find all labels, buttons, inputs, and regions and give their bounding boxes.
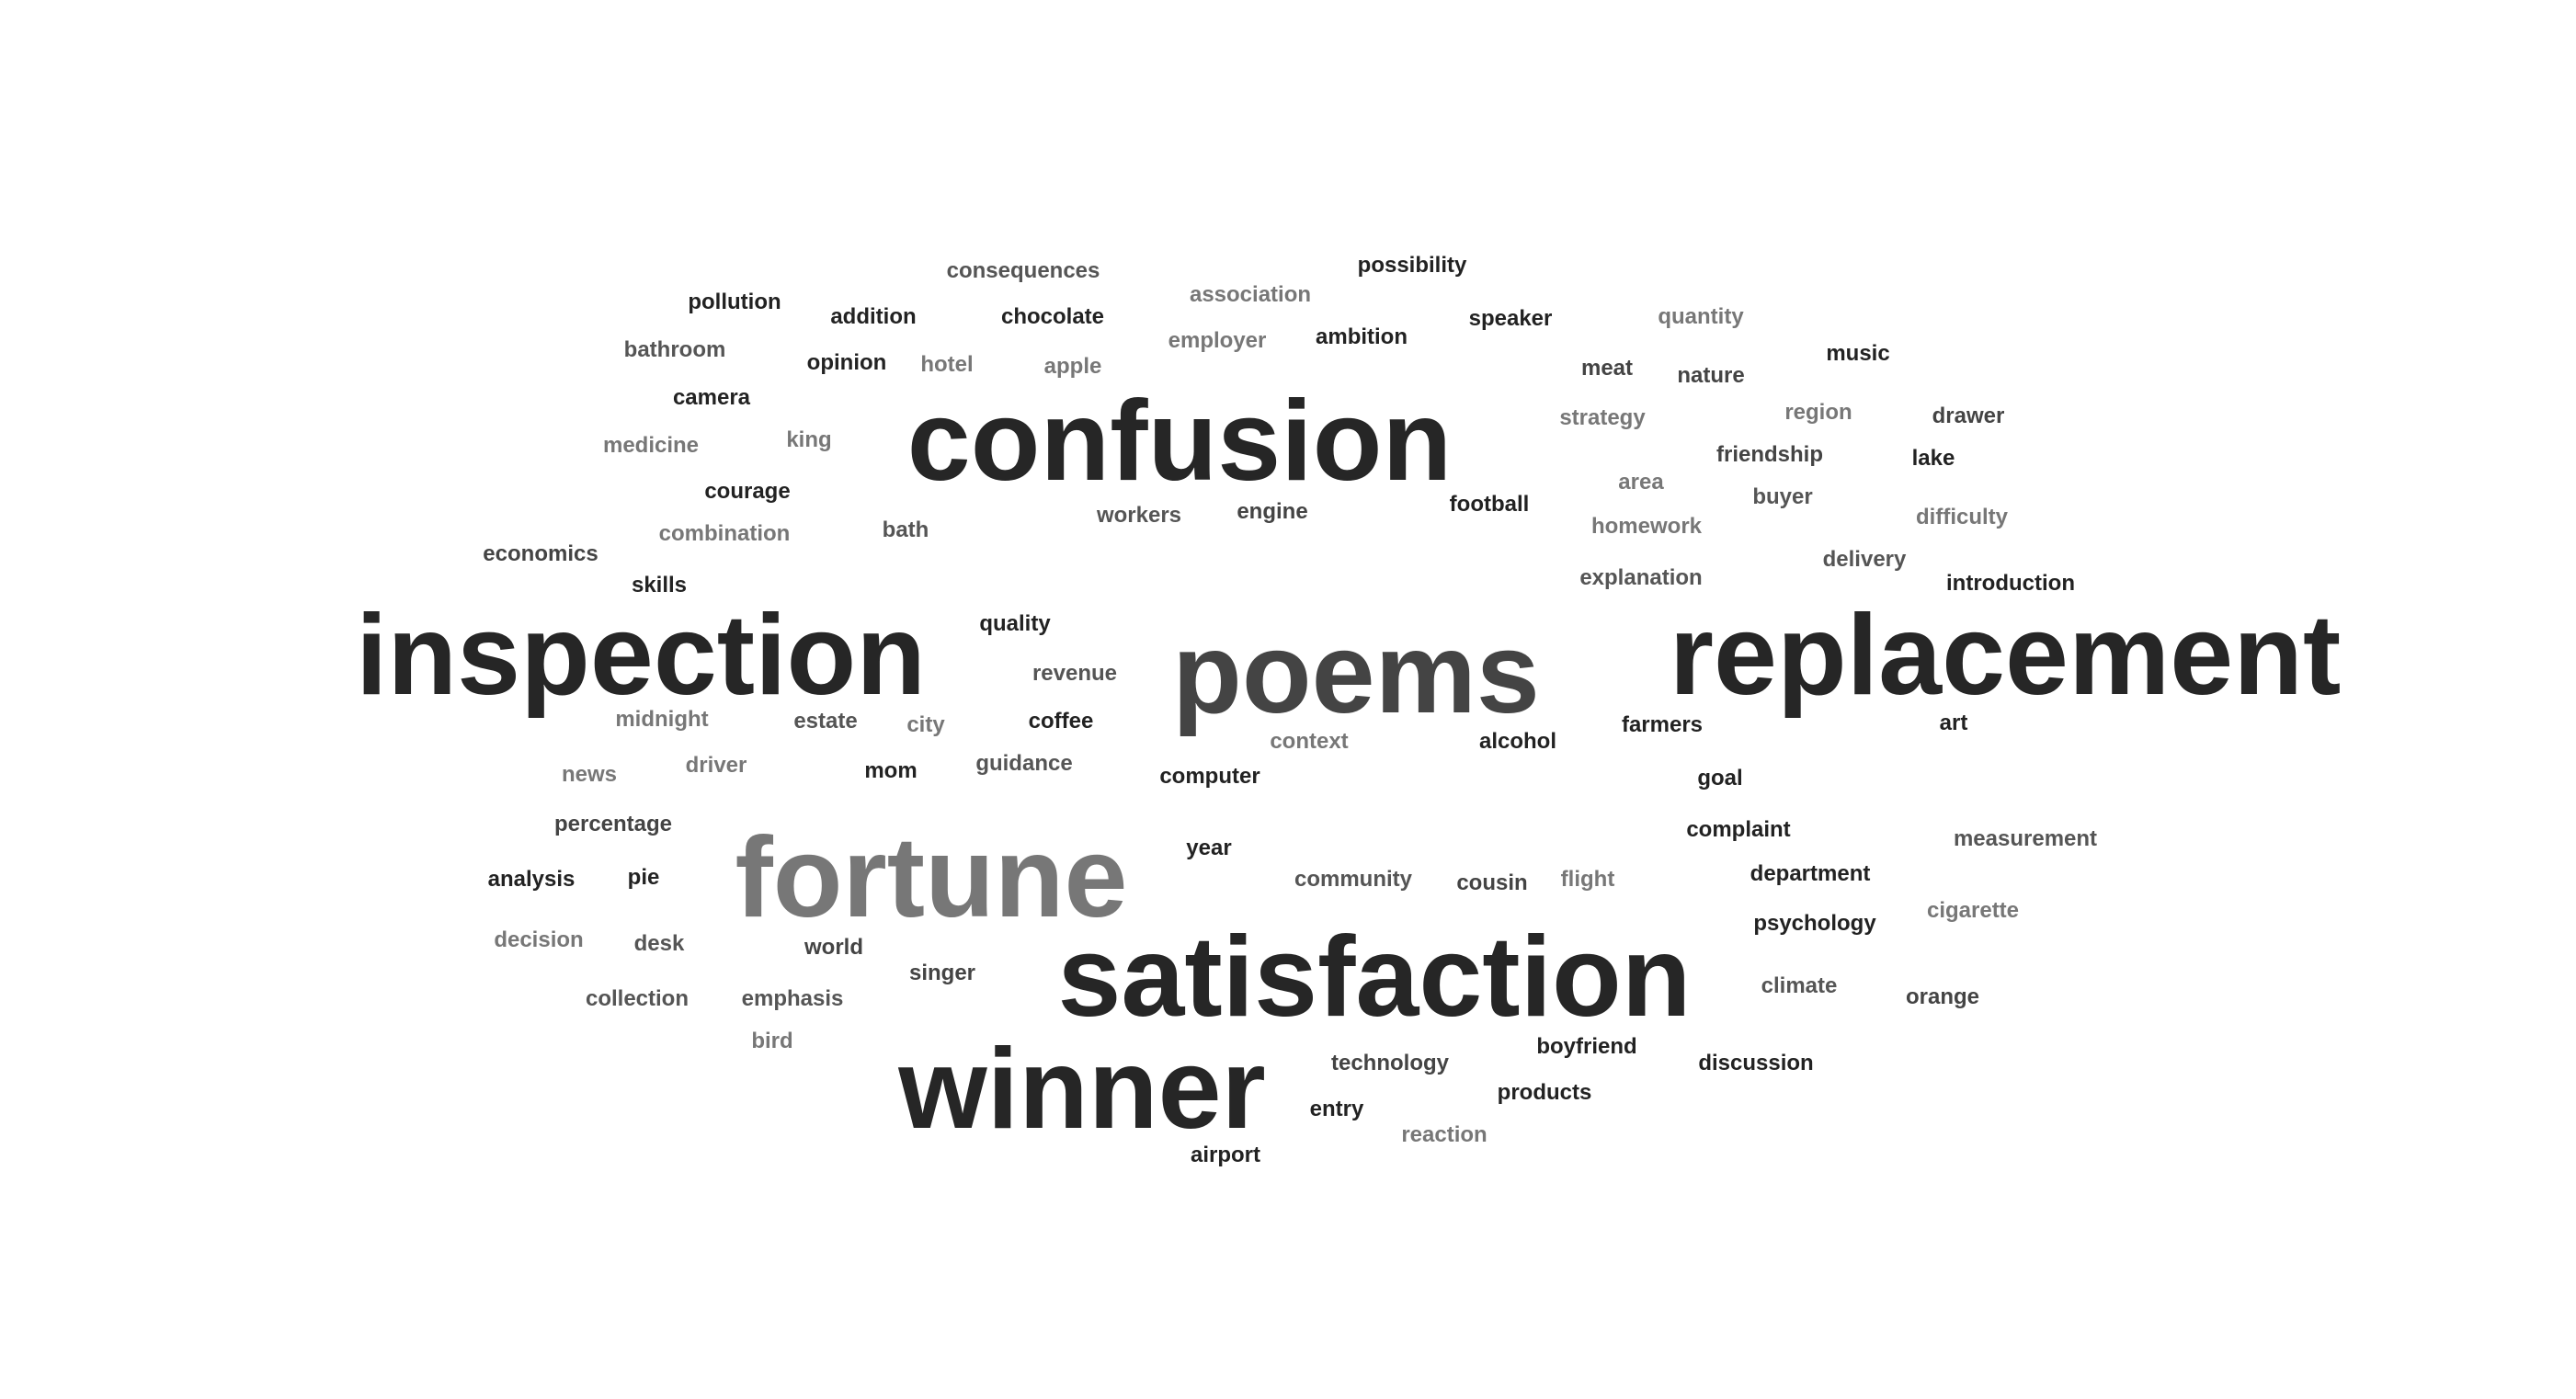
cloud-word-replacement: replacement	[1669, 592, 2342, 719]
cloud-word-fortune: fortune	[735, 814, 1128, 941]
cloud-word-king: king	[786, 427, 832, 452]
cloud-word-world: world	[804, 935, 863, 960]
cloud-word-cigarette: cigarette	[1926, 898, 2020, 923]
cloud-word-news: news	[561, 762, 618, 787]
cloud-word-engine: engine	[1237, 499, 1308, 524]
cloud-word-products: products	[1497, 1080, 1592, 1105]
cloud-word-computer: computer	[1159, 764, 1260, 789]
cloud-word-emphasis: emphasis	[741, 986, 844, 1011]
cloud-word-camera: camera	[672, 385, 751, 410]
cloud-word-bird: bird	[751, 1029, 793, 1053]
cloud-word-chocolate: chocolate	[1000, 304, 1105, 329]
cloud-word-lake: lake	[1911, 446, 1955, 471]
cloud-word-midnight: midnight	[615, 707, 709, 732]
cloud-word-homework: homework	[1590, 514, 1703, 539]
cloud-word-addition: addition	[830, 304, 917, 329]
cloud-word-ambition: ambition	[1316, 324, 1408, 349]
cloud-word-guidance: guidance	[975, 751, 1073, 776]
cloud-word-singer: singer	[908, 961, 976, 985]
cloud-word-difficulty: difficulty	[1916, 505, 2008, 529]
cloud-word-revenue: revenue	[1032, 661, 1118, 686]
cloud-word-meat: meat	[1580, 356, 1634, 381]
cloud-word-boyfriend: boyfriend	[1536, 1034, 1637, 1059]
cloud-word-department: department	[1750, 861, 1871, 886]
cloud-word-medicine: medicine	[602, 433, 700, 458]
cloud-word-complaint: complaint	[1686, 817, 1791, 842]
cloud-word-driver: driver	[685, 753, 747, 778]
cloud-word-combination: combination	[658, 521, 791, 546]
cloud-word-nature: nature	[1677, 363, 1745, 388]
cloud-word-bathroom: bathroom	[623, 337, 726, 362]
cloud-word-strategy: strategy	[1559, 405, 1646, 430]
cloud-word-percentage: percentage	[553, 812, 673, 836]
cloud-word-drawer: drawer	[1932, 404, 2005, 428]
cloud-word-workers: workers	[1096, 503, 1182, 528]
cloud-word-decision: decision	[494, 927, 584, 952]
cloud-word-estate: estate	[793, 709, 858, 734]
cloud-word-art: art	[1939, 711, 1968, 735]
cloud-word-reaction: reaction	[1401, 1122, 1487, 1147]
cloud-word-inspection: inspection	[355, 592, 927, 719]
cloud-word-economics: economics	[483, 541, 598, 566]
cloud-word-desk: desk	[633, 931, 685, 956]
cloud-word-farmers: farmers	[1621, 712, 1704, 737]
cloud-word-quantity: quantity	[1658, 304, 1744, 329]
cloud-word-football: football	[1449, 492, 1530, 517]
cloud-word-climate: climate	[1761, 973, 1838, 998]
cloud-word-analysis: analysis	[487, 867, 576, 892]
cloud-word-winner: winner	[898, 1026, 1266, 1153]
cloud-word-delivery: delivery	[1822, 547, 1907, 572]
cloud-word-pollution: pollution	[688, 290, 781, 314]
cloud-word-speaker: speaker	[1468, 306, 1553, 331]
cloud-word-bath: bath	[882, 518, 929, 542]
cloud-word-airport: airport	[1190, 1143, 1261, 1167]
cloud-word-courage: courage	[704, 479, 791, 504]
cloud-word-employer: employer	[1168, 328, 1267, 353]
cloud-word-orange: orange	[1905, 984, 1980, 1009]
cloud-word-collection: collection	[585, 986, 690, 1011]
cloud-word-community: community	[1294, 867, 1413, 892]
cloud-word-explanation: explanation	[1579, 565, 1703, 590]
cloud-word-city: city	[906, 712, 945, 737]
cloud-word-skills: skills	[631, 573, 688, 597]
cloud-word-pie: pie	[627, 865, 660, 890]
cloud-word-region: region	[1784, 400, 1852, 425]
cloud-word-hotel: hotel	[920, 352, 974, 377]
cloud-word-context: context	[1270, 729, 1349, 754]
cloud-word-measurement: measurement	[1953, 826, 2098, 851]
cloud-word-satisfaction: satisfaction	[1057, 914, 1692, 1041]
cloud-word-consequences: consequences	[946, 258, 1100, 283]
cloud-word-entry: entry	[1309, 1097, 1364, 1121]
cloud-word-psychology: psychology	[1753, 911, 1876, 936]
cloud-word-year: year	[1186, 836, 1232, 860]
cloud-word-flight: flight	[1560, 867, 1615, 892]
cloud-word-opinion: opinion	[806, 350, 887, 375]
cloud-word-association: association	[1189, 282, 1312, 307]
cloud-word-friendship: friendship	[1715, 442, 1824, 467]
cloud-word-technology: technology	[1330, 1051, 1450, 1075]
cloud-word-introduction: introduction	[1946, 571, 2075, 596]
cloud-word-quality: quality	[979, 611, 1051, 636]
cloud-word-mom: mom	[864, 758, 918, 783]
cloud-word-music: music	[1826, 341, 1890, 366]
cloud-word-area: area	[1618, 470, 1664, 495]
cloud-word-confusion: confusion	[906, 378, 1453, 505]
cloud-word-coffee: coffee	[1028, 709, 1094, 734]
cloud-word-poems: poems	[1172, 610, 1540, 737]
cloud-word-alcohol: alcohol	[1478, 729, 1557, 754]
cloud-word-possibility: possibility	[1357, 253, 1467, 278]
cloud-word-buyer: buyer	[1752, 484, 1813, 509]
cloud-word-discussion: discussion	[1698, 1051, 1814, 1075]
cloud-word-goal: goal	[1697, 766, 1743, 790]
cloud-word-apple: apple	[1043, 354, 1102, 379]
cloud-word-cousin: cousin	[1456, 870, 1528, 895]
